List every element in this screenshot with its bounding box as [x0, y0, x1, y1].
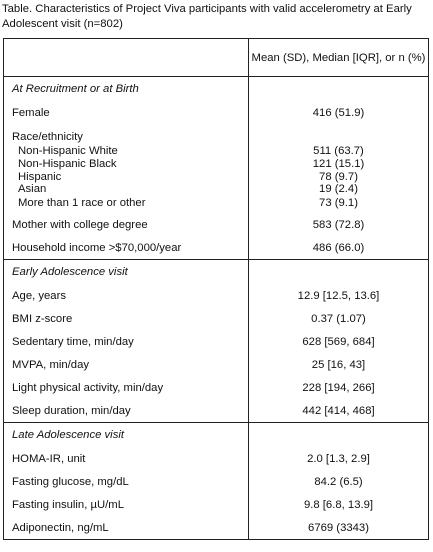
- row-label: Light physical activity, min/day: [3, 376, 249, 400]
- row-value: 628 [569, 684]: [248, 330, 429, 354]
- row-label: Sleep duration, min/day: [3, 399, 249, 423]
- row-value: 19 (2.4): [248, 183, 429, 197]
- row-label: Fasting glucose, mg/dL: [3, 470, 249, 494]
- row-label: Race/ethnicity: [3, 124, 249, 145]
- table-row: Female 416 (51.9): [3, 101, 429, 124]
- table-caption: Table. Characteristics of Project Viva p…: [2, 3, 412, 30]
- section-header-late-adolescence: Late Adolescence visit: [3, 422, 429, 448]
- row-value: 228 [194, 266]: [248, 376, 429, 400]
- row-label: Fasting insulin, µU/mL: [3, 493, 249, 517]
- table-row: Light physical activity, min/day 228 [19…: [3, 376, 429, 400]
- table-header-row: Mean (SD), Median [IQR], or n (%): [3, 38, 429, 77]
- table-row: Fasting insulin, µU/mL 9.8 [6.8, 13.9]: [3, 493, 429, 517]
- row-label: Asian: [3, 183, 249, 197]
- table-row: BMI z-score 0.37 (1.07): [3, 307, 429, 331]
- row-value: 511 (63.7): [248, 145, 429, 158]
- table-row: More than 1 race or other 73 (9.1): [3, 196, 429, 214]
- row-value: 6769 (3343): [248, 516, 429, 541]
- row-value: 9.8 [6.8, 13.9]: [248, 493, 429, 517]
- row-label: Non-Hispanic Black: [3, 157, 249, 171]
- row-label: Non-Hispanic White: [3, 145, 249, 158]
- section-title: Early Adolescence visit: [3, 259, 249, 285]
- row-label: Mother with college degree: [3, 213, 249, 237]
- table-row: Household income >$70,000/year 486 (66.0…: [3, 236, 429, 260]
- table-row: Mother with college degree 583 (72.8): [3, 213, 429, 237]
- row-label: Female: [3, 101, 249, 124]
- section-title: Late Adolescence visit: [3, 422, 249, 448]
- table-row: HOMA-IR, unit 2.0 [1.3, 2.9]: [3, 447, 429, 471]
- row-value: 12.9 [12.5, 13.6]: [248, 284, 429, 308]
- table-row: Non-Hispanic Black 121 (15.1): [3, 157, 429, 171]
- row-label: BMI z-score: [3, 307, 249, 331]
- table-row: Age, years 12.9 [12.5, 13.6]: [3, 284, 429, 308]
- row-value: 78 (9.7): [248, 170, 429, 184]
- header-blank-cell: [3, 38, 249, 77]
- table-row: MVPA, min/day 25 [16, 43]: [3, 353, 429, 377]
- table-row: Adiponectin, ng/mL 6769 (3343): [3, 516, 429, 541]
- table-row: Hispanic 78 (9.7): [3, 170, 429, 184]
- row-value: 25 [16, 43]: [248, 353, 429, 377]
- row-label: Age, years: [3, 284, 249, 308]
- row-label: Adiponectin, ng/mL: [3, 516, 249, 541]
- row-label: HOMA-IR, unit: [3, 447, 249, 471]
- row-value: 84.2 (6.5): [248, 470, 429, 494]
- row-value: 121 (15.1): [248, 157, 429, 171]
- section-header-recruitment: At Recruitment or at Birth: [3, 76, 429, 101]
- row-label: MVPA, min/day: [3, 353, 249, 377]
- row-value: 486 (66.0): [248, 236, 429, 260]
- row-value: 0.37 (1.07): [248, 307, 429, 331]
- section-title: At Recruitment or at Birth: [3, 76, 249, 101]
- row-value: 2.0 [1.3, 2.9]: [248, 447, 429, 471]
- row-value: 583 (72.8): [248, 213, 429, 237]
- row-label: Hispanic: [3, 170, 249, 184]
- table-row: Sedentary time, min/day 628 [569, 684]: [3, 330, 429, 354]
- table-row: Fasting glucose, mg/dL 84.2 (6.5): [3, 470, 429, 494]
- row-label: Sedentary time, min/day: [3, 330, 249, 354]
- row-label: Household income >$70,000/year: [3, 236, 249, 260]
- row-value: 416 (51.9): [248, 101, 429, 124]
- table-row: Non-Hispanic White 511 (63.7): [3, 145, 429, 158]
- characteristics-table: Mean (SD), Median [IQR], or n (%) At Rec…: [3, 38, 429, 541]
- race-header-row: Race/ethnicity: [3, 124, 429, 145]
- row-value: 442 [414, 468]: [248, 399, 429, 423]
- table-row: Asian 19 (2.4): [3, 183, 429, 197]
- table-row: Sleep duration, min/day 442 [414, 468]: [3, 399, 429, 423]
- section-header-early-adolescence: Early Adolescence visit: [3, 259, 429, 285]
- row-value: 73 (9.1): [248, 196, 429, 214]
- row-label: More than 1 race or other: [3, 196, 249, 214]
- header-value-column: Mean (SD), Median [IQR], or n (%): [248, 38, 429, 77]
